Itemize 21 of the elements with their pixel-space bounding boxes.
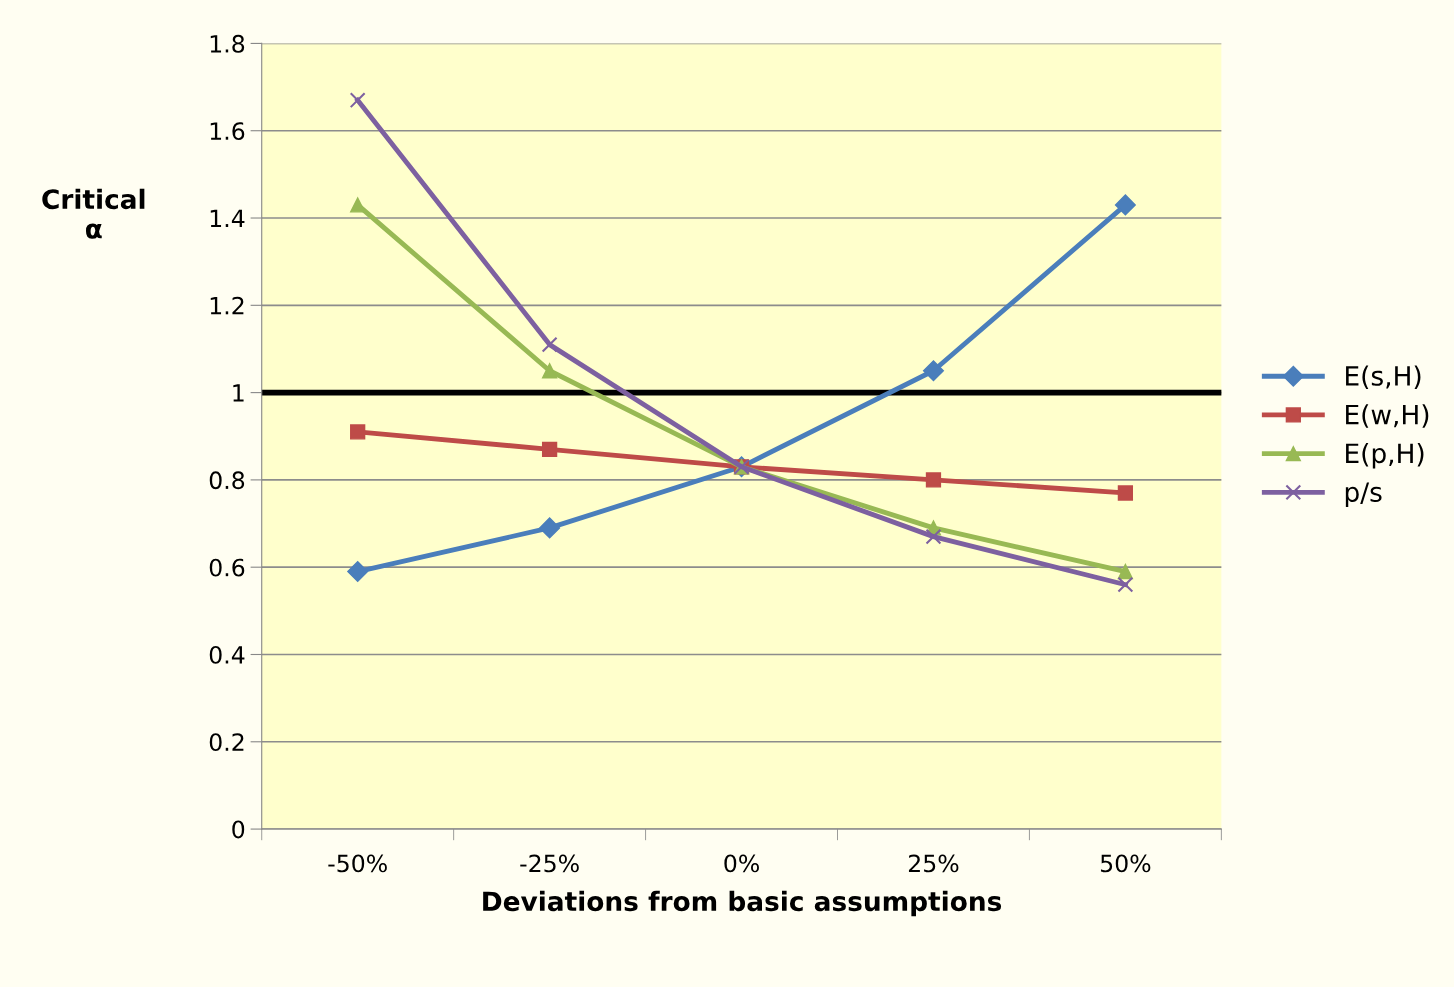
y-tick-label: 0.2 <box>209 733 244 752</box>
x-axis-title: Deviations from basic assumptions <box>483 890 1002 917</box>
x-tick-label: -25% <box>520 854 579 873</box>
legend-label: E(s,H) <box>1346 365 1421 389</box>
x-tick-label: -50% <box>328 854 387 873</box>
legend-label: E(p,H) <box>1346 442 1424 469</box>
y-tick-label: 1.8 <box>210 34 245 53</box>
y-axis-title: Critical α <box>42 188 145 239</box>
legend-label: E(w,H) <box>1346 404 1429 428</box>
legend-label: p/s <box>1345 482 1382 508</box>
y-tick-label: 1.2 <box>210 296 244 315</box>
y-tick-label: 0 <box>232 820 245 839</box>
y-tick-label: 1.4 <box>210 209 245 227</box>
x-tick-label: 0% <box>724 854 759 873</box>
y-tick-label: 1.6 <box>210 122 245 141</box>
y-tick-label: 0.4 <box>209 645 245 664</box>
x-tick-label: 50% <box>1100 854 1151 873</box>
y-tick-label: 0.8 <box>209 471 245 490</box>
y-tick-label: 0.6 <box>209 558 245 577</box>
y-tick-label: 1 <box>233 384 244 402</box>
x-tick-label: 25% <box>908 854 959 873</box>
